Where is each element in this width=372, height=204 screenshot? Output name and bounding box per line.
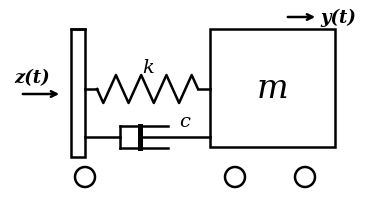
- Bar: [210, 30, 335, 147]
- Text: m: m: [257, 73, 288, 104]
- Text: z(t): z(t): [14, 69, 49, 86]
- Circle shape: [225, 167, 245, 187]
- Bar: [71, 30, 85, 157]
- Text: c: c: [180, 112, 190, 130]
- Text: k: k: [142, 59, 154, 77]
- Text: y(t): y(t): [320, 9, 356, 27]
- Circle shape: [75, 167, 95, 187]
- Circle shape: [295, 167, 315, 187]
